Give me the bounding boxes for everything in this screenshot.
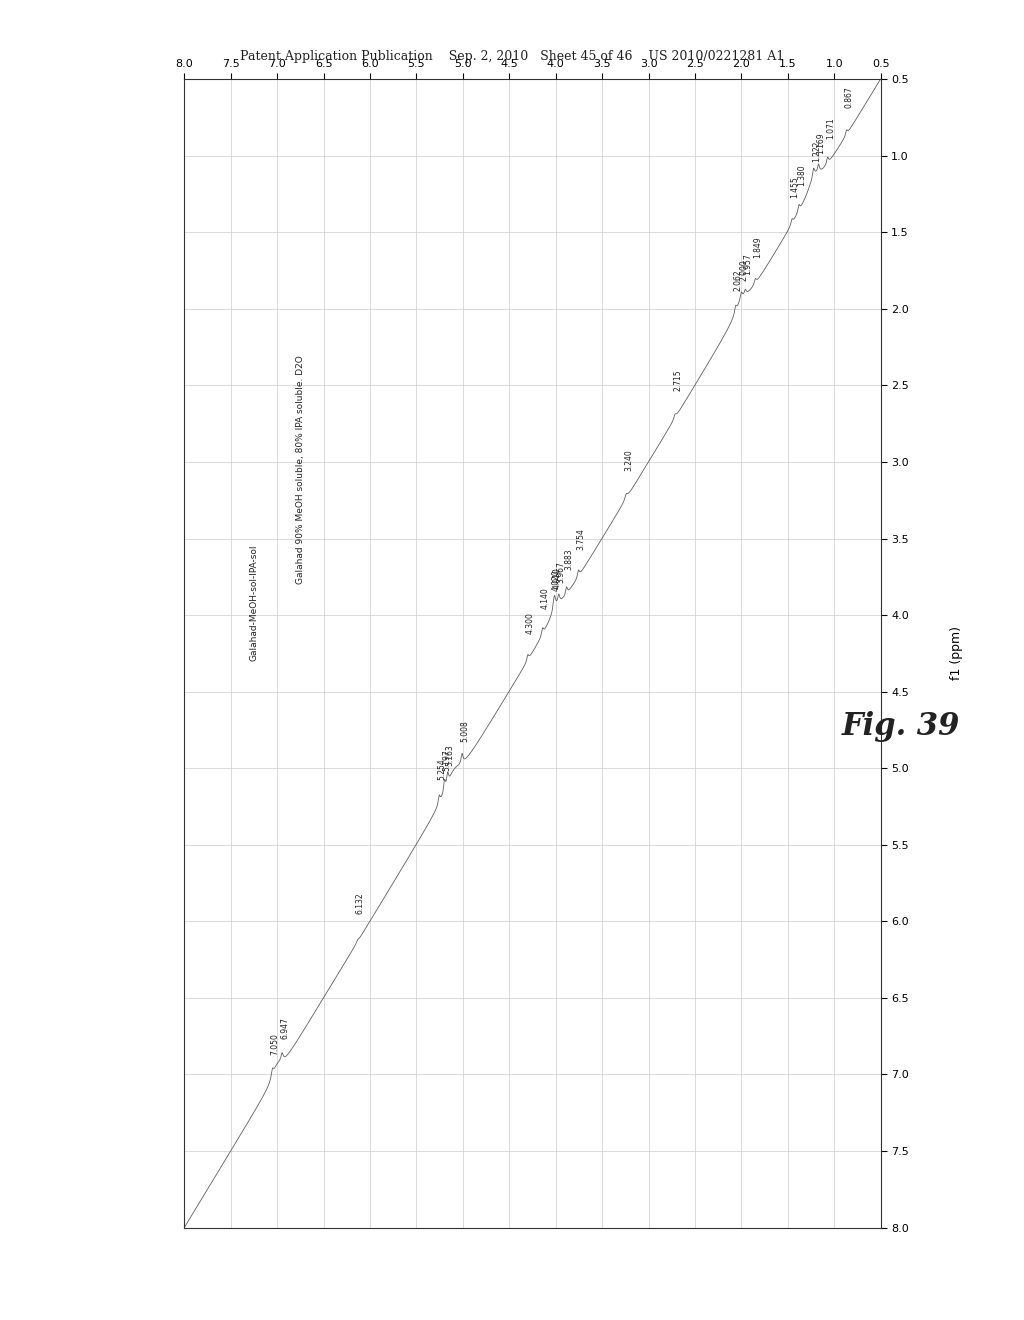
Text: 5.197: 5.197 [442,750,452,771]
Text: 3.967: 3.967 [557,561,566,582]
Text: 6.132: 6.132 [356,892,365,915]
Text: 1.849: 1.849 [754,236,763,259]
Text: Fig. 39: Fig. 39 [842,710,961,742]
Text: 5.008: 5.008 [460,721,469,742]
Text: 3.240: 3.240 [625,450,634,471]
Text: 1.455: 1.455 [791,177,799,198]
Text: 6.947: 6.947 [281,1018,289,1039]
Text: 3.754: 3.754 [577,528,586,550]
Text: 2.715: 2.715 [673,370,682,391]
Text: 3.883: 3.883 [564,548,573,570]
Text: 2.062: 2.062 [734,269,742,290]
Text: 4.010: 4.010 [553,568,562,589]
Text: 7.050: 7.050 [270,1034,280,1055]
Text: 4.300: 4.300 [526,612,535,634]
Y-axis label: f1 (ppm): f1 (ppm) [950,627,964,680]
Text: 1.222: 1.222 [812,141,821,162]
Text: 0.867: 0.867 [845,86,854,108]
Text: 1.071: 1.071 [825,117,835,139]
Text: 4.020: 4.020 [552,569,561,591]
Text: 5.163: 5.163 [445,744,455,766]
Text: 1.169: 1.169 [817,132,825,154]
Text: Galahad 90% MeOH soluble, 80% IPA soluble. D2O: Galahad 90% MeOH soluble, 80% IPA solubl… [296,356,305,585]
Text: 1.957: 1.957 [743,253,753,275]
Text: Patent Application Publication    Sep. 2, 2010   Sheet 45 of 46    US 2010/02212: Patent Application Publication Sep. 2, 2… [240,50,784,63]
Text: 1.380: 1.380 [797,165,806,186]
Text: 2.000: 2.000 [739,260,749,281]
Text: 4.140: 4.140 [541,587,550,609]
Text: 5.254: 5.254 [437,758,446,780]
Text: Galahad-MeOH-sol-IPA-sol: Galahad-MeOH-sol-IPA-sol [249,545,258,661]
